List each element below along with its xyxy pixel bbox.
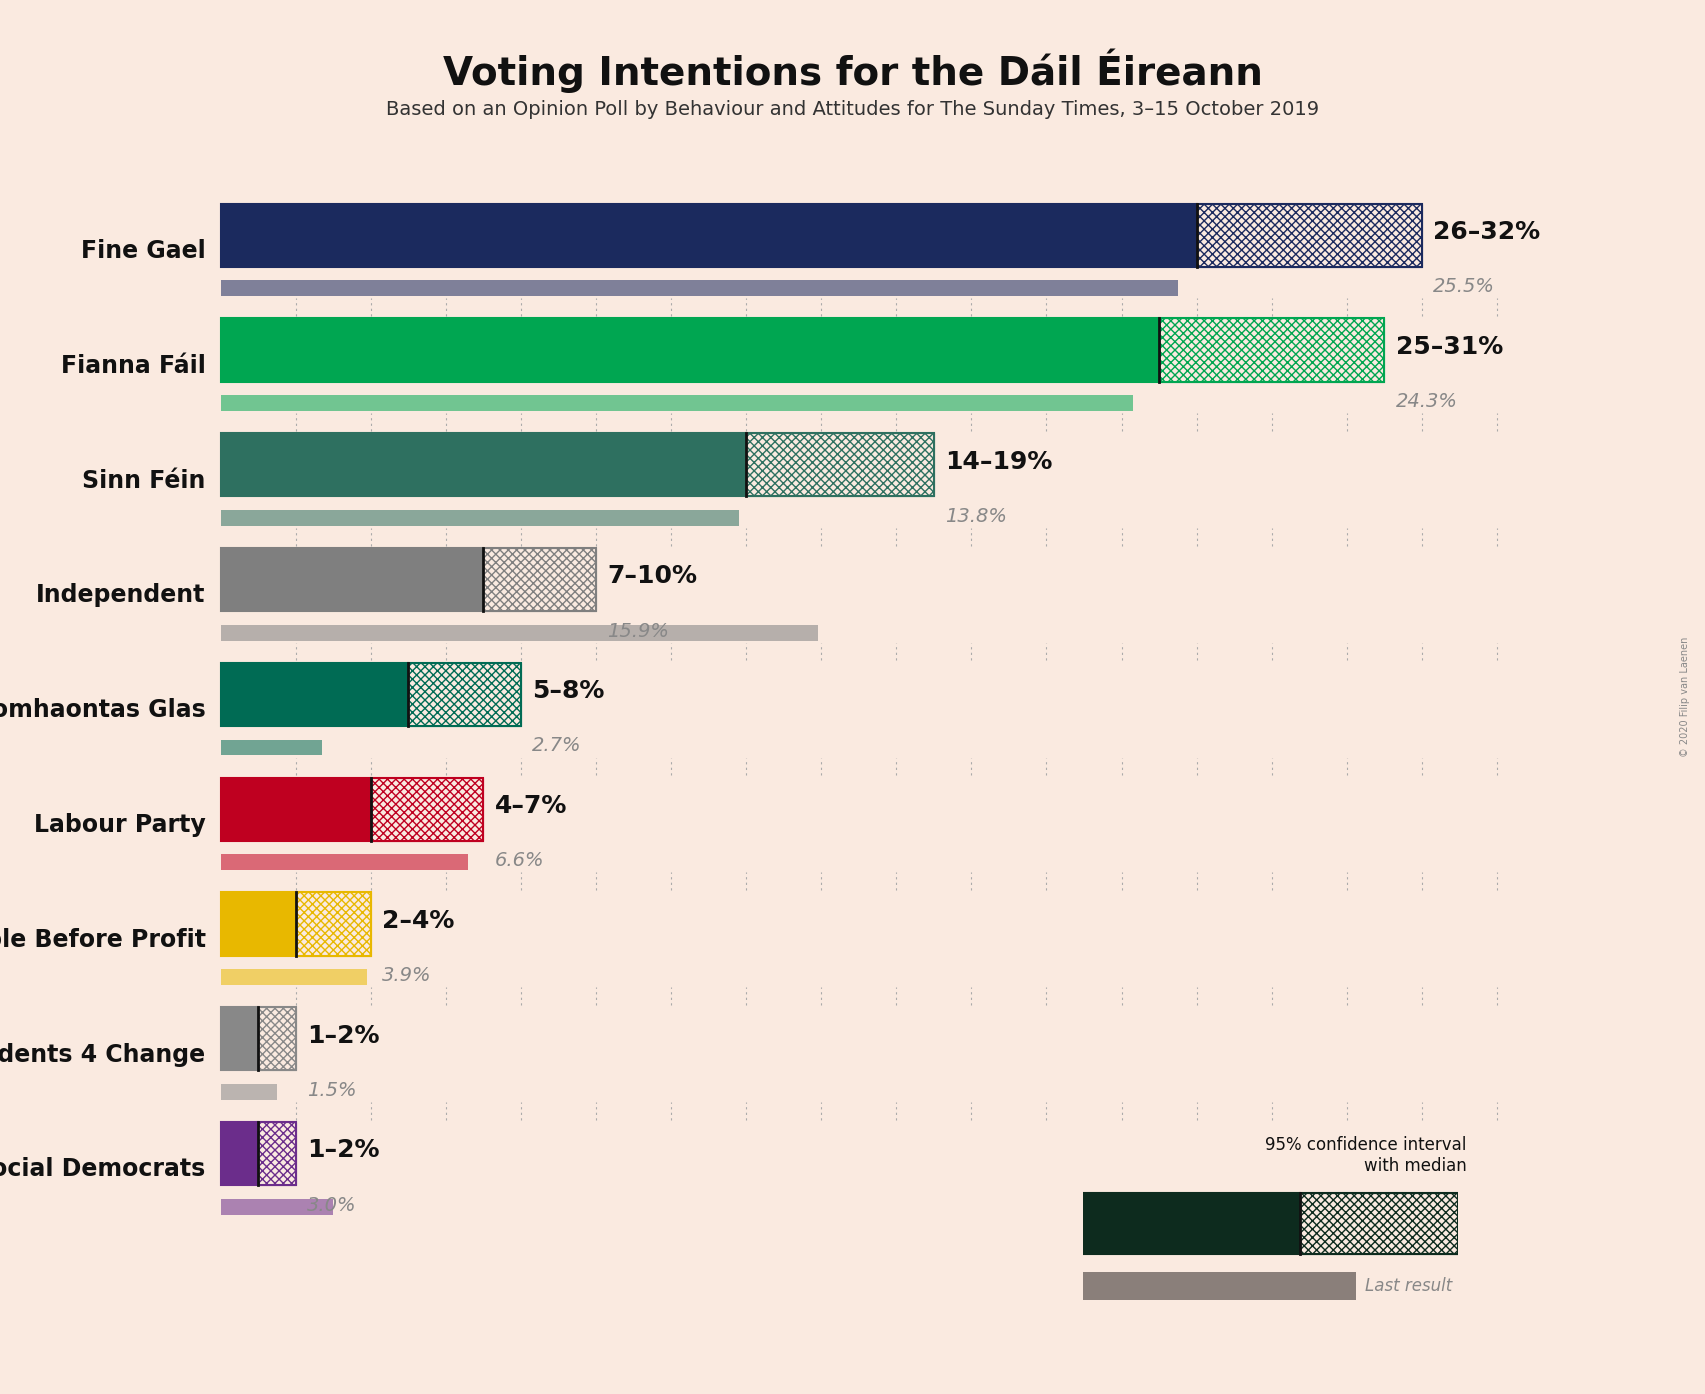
Bar [220,740,322,756]
Text: © 2020 Filip van Laenen: © 2020 Filip van Laenen [1679,637,1690,757]
Text: Last result: Last result [1366,1277,1453,1295]
Bar [220,204,1197,266]
Bar [484,548,597,611]
Bar [220,1122,257,1185]
Bar [220,395,1132,411]
Text: 6.6%: 6.6% [494,852,544,870]
Bar [370,778,484,841]
Bar [220,892,295,955]
Bar [220,969,367,986]
Text: 2–4%: 2–4% [382,909,455,933]
Bar [220,1085,276,1100]
Text: 4–7%: 4–7% [494,795,568,818]
Bar [747,434,934,496]
Bar [220,280,1178,296]
Bar [220,1008,257,1071]
Text: 1–2%: 1–2% [307,1139,380,1163]
Bar [220,510,738,526]
Text: 14–19%: 14–19% [945,450,1052,474]
Bar [257,1008,295,1071]
Text: Sinn Féin: Sinn Féin [82,468,206,492]
Bar [407,662,522,726]
Bar [220,434,747,496]
Bar [220,318,1159,382]
Text: 15.9%: 15.9% [607,622,668,641]
Bar [1159,318,1384,382]
Bar [257,1122,295,1185]
Text: Green Party/Comhaontas Glas: Green Party/Comhaontas Glas [0,698,206,722]
Bar [220,548,484,611]
Text: 1–2%: 1–2% [307,1023,380,1048]
Bar [220,855,469,870]
Text: 25–31%: 25–31% [1396,335,1502,358]
Text: 1.5%: 1.5% [307,1080,356,1100]
Text: Independent: Independent [36,584,206,608]
Text: Independents 4 Change: Independents 4 Change [0,1043,206,1066]
Bar [220,1122,257,1185]
Text: Fianna Fáil: Fianna Fáil [61,354,206,378]
Bar [1197,204,1422,266]
Bar [1083,1193,1301,1255]
Bar [484,548,597,611]
Bar [220,204,1197,266]
Text: Social Democrats: Social Democrats [0,1157,206,1182]
Bar [220,892,295,955]
Text: 95% confidence interval
with median: 95% confidence interval with median [1265,1136,1466,1175]
Text: Labour Party: Labour Party [34,813,206,836]
Text: 7–10%: 7–10% [607,565,697,588]
Bar [257,1122,295,1185]
Bar [220,318,1159,382]
Bar [220,625,817,640]
Bar [407,662,522,726]
Bar [1083,1271,1357,1299]
Bar [220,548,484,611]
Text: 3.9%: 3.9% [382,966,431,986]
Bar [295,892,370,955]
Bar [747,434,934,496]
Bar [370,778,484,841]
Bar [220,1199,332,1214]
Bar [220,434,747,496]
Bar [220,778,370,841]
Bar [220,662,407,726]
Bar [1301,1193,1458,1255]
Text: 24.3%: 24.3% [1396,392,1458,411]
Bar [257,1008,295,1071]
Bar [295,892,370,955]
Text: Fine Gael: Fine Gael [80,240,206,263]
Text: Based on an Opinion Poll by Behaviour and Attitudes for The Sunday Times, 3–15 O: Based on an Opinion Poll by Behaviour an… [385,100,1320,120]
Bar [1301,1193,1458,1255]
Bar [220,778,370,841]
Text: Voting Intentions for the Dáil Éireann: Voting Intentions for the Dáil Éireann [443,49,1262,93]
Bar [1197,204,1422,266]
Bar [1159,318,1384,382]
Text: 26–32%: 26–32% [1434,220,1540,244]
Bar [1083,1193,1301,1255]
Text: Solidarity–People Before Profit: Solidarity–People Before Profit [0,928,206,952]
Text: 25.5%: 25.5% [1434,277,1495,296]
Text: 5–8%: 5–8% [532,679,605,703]
Bar [220,662,407,726]
Text: 3.0%: 3.0% [307,1196,356,1214]
Text: 2.7%: 2.7% [532,736,581,756]
Text: 13.8%: 13.8% [945,507,1008,526]
Bar [220,1008,257,1071]
